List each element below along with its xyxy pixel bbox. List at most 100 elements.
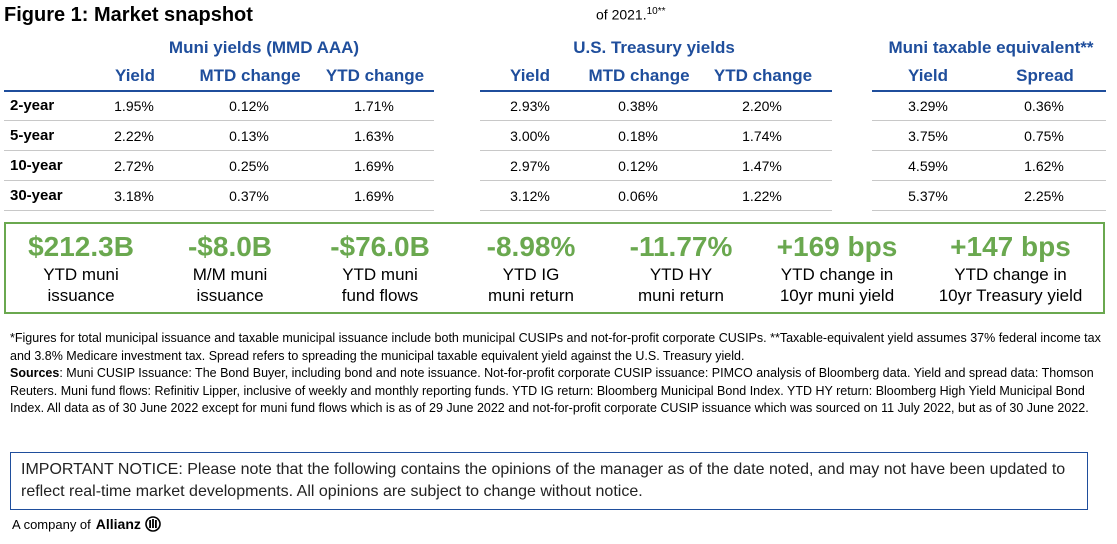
footnote-sources: Sources: Muni CUSIP Issuance: The Bond B… [10,365,1110,418]
col-head-treasury-yield: Yield [510,66,550,85]
footnotes: *Figures for total municipal issuance an… [10,330,1110,418]
col-head-muni-ytd: YTD change [325,66,425,85]
stat-label: YTD muni [342,265,418,284]
table-cell: 3.75% [908,128,948,144]
table-cell: 1.69% [354,158,394,174]
table-cell: 5.37% [908,188,948,204]
brand-footer: A company of Allianz [12,516,161,532]
stat-treasury-yield-change: +147 bps YTD change in 10yr Treasury yie… [918,224,1103,306]
table-cell: 0.06% [618,188,658,204]
footnote-definitions: *Figures for total municipal issuance an… [10,331,1101,363]
date-note: of 2021.10** [596,6,666,23]
row-label-30-year: 30-year [10,187,63,204]
header-rule-treasury [480,90,832,92]
stat-muni-yield-change: +169 bps YTD change in 10yr muni yield [756,224,918,306]
row-separator [480,120,832,121]
table-cell: 3.18% [114,188,154,204]
stat-ytd-issuance: $212.3B YTD muni issuance [6,224,156,306]
row-label-5-year: 5-year [10,127,55,144]
row-separator [872,210,1106,211]
table-cell: 0.18% [618,128,658,144]
table-cell: 2.20% [742,98,782,114]
table-cell: 1.74% [742,128,782,144]
stat-fund-flows: -$76.0B YTD muni fund flows [304,224,456,306]
stat-label: YTD change in [780,265,894,284]
row-label-2-year: 2-year [10,97,55,114]
table-cell: 2.97% [510,158,550,174]
sources-text: : Muni CUSIP Issuance: The Bond Buyer, i… [10,366,1094,415]
col-head-muni-mtd: MTD change [199,66,301,85]
stat-value: $212.3B [28,231,134,262]
col-head-taxable-spread: Spread [1016,66,1074,85]
figure-title: Figure 1: Market snapshot [4,4,253,26]
stat-ig-return: -8.98% YTD IG muni return [456,224,606,306]
table-cell: 4.59% [908,158,948,174]
table-cell: 0.36% [1024,98,1064,114]
row-separator [4,180,434,181]
stat-mm-issuance: -$8.0B M/M muni issuance [156,224,304,306]
table-cell: 1.62% [1024,158,1064,174]
date-note-text: of 2021. [596,6,647,23]
col-head-muni-yield: Yield [115,66,155,85]
important-notice: IMPORTANT NOTICE: Please note that the f… [10,452,1088,510]
table-cell: 0.13% [229,128,269,144]
table-cell: 0.38% [618,98,658,114]
row-separator [4,150,434,151]
table-cell: 2.22% [114,128,154,144]
stat-label: M/M muni [192,265,268,284]
table-cell: 0.12% [618,158,658,174]
table-cell: 2.93% [510,98,550,114]
table-cell: 1.47% [742,158,782,174]
row-separator [872,120,1106,121]
table-cell: 2.25% [1024,188,1064,204]
row-separator [480,210,832,211]
col-head-taxable-yield: Yield [908,66,948,85]
table-cell: 1.22% [742,188,782,204]
row-separator [480,180,832,181]
stat-value: -8.98% [486,231,576,262]
table-cell: 0.25% [229,158,269,174]
brand-prefix: A company of [12,516,91,532]
stat-label: muni return [638,286,724,305]
row-label-10-year: 10-year [10,157,63,174]
col-head-treasury-ytd: YTD change [713,66,813,85]
stat-value: -11.77% [629,231,733,262]
table-cell: 3.12% [510,188,550,204]
brand-name: Allianz [95,516,141,532]
date-note-superscript: 10** [646,6,666,17]
header-rule-muni [4,90,434,92]
col-head-treasury-mtd: MTD change [588,66,690,85]
stat-value: +169 bps [776,231,898,262]
key-stats-box: $212.3B YTD muni issuance -$8.0B M/M mun… [4,222,1105,314]
stat-label: muni return [488,286,574,305]
row-separator [872,180,1106,181]
stat-value: -$76.0B [330,231,430,262]
stat-label: fund flows [341,286,419,305]
group-heading-treasury-yields: U.S. Treasury yields [573,38,735,57]
stat-label: YTD muni [43,265,119,284]
sources-label: Sources [10,366,60,380]
table-cell: 1.95% [114,98,154,114]
stat-hy-return: -11.77% YTD HY muni return [606,224,756,306]
stat-value: -$8.0B [187,231,273,262]
table-cell: 3.29% [908,98,948,114]
group-heading-muni-yields: Muni yields (MMD AAA) [168,38,360,57]
stat-label: YTD change in [954,265,1067,284]
table-cell: 0.37% [229,188,269,204]
table-cell: 2.72% [114,158,154,174]
stat-label: YTD IG [502,265,560,284]
allianz-logo-icon [145,516,161,532]
group-heading-taxable-equivalent: Muni taxable equivalent** [888,38,1094,57]
stat-label: issuance [196,286,264,305]
row-separator [4,120,434,121]
header-rule-taxable [872,90,1106,92]
table-cell: 1.63% [354,128,394,144]
stat-label: 10yr Treasury yield [938,286,1083,305]
table-cell: 0.75% [1024,128,1064,144]
stat-label: issuance [47,286,115,305]
stat-label: 10yr muni yield [779,286,895,305]
table-cell: 0.12% [229,98,269,114]
table-cell: 1.69% [354,188,394,204]
table-cell: 1.71% [354,98,394,114]
table-cell: 3.00% [510,128,550,144]
